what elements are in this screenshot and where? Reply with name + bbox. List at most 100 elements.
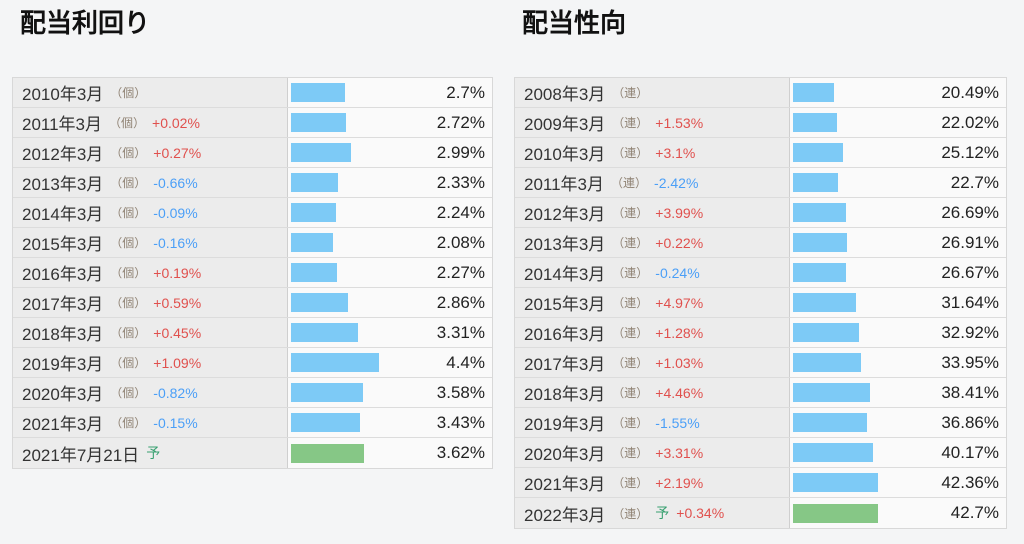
row-change: +0.34% xyxy=(676,505,725,521)
value-bar xyxy=(793,443,874,462)
row-date: 2021年3月 xyxy=(22,415,104,434)
row-period-tag: （連） xyxy=(611,176,648,190)
row-bar-cell: 40.17% xyxy=(790,438,1006,467)
row-label-cell: 2011年3月 （連） -2.42% xyxy=(515,168,790,197)
row-change: +2.19% xyxy=(655,474,704,491)
row-date: 2010年3月 xyxy=(524,145,606,164)
row-change: +0.22% xyxy=(655,234,704,251)
row-date: 2019年3月 xyxy=(524,415,606,434)
row-bar-cell: 26.91% xyxy=(790,228,1006,257)
row-label-cell: 2020年3月 （個） -0.82% xyxy=(13,378,288,407)
row-period-tag: （連） xyxy=(612,356,649,370)
row-change: +0.27% xyxy=(153,144,202,161)
row-value: 3.58% xyxy=(436,382,485,402)
row-value: 3.62% xyxy=(436,443,485,462)
row-label-cell: 2016年3月 （個） +0.19% xyxy=(13,258,288,287)
row-bar-cell: 3.62% xyxy=(288,438,492,468)
value-bar xyxy=(793,203,847,222)
table-row: 2020年3月 （連） +3.31% 40.17% xyxy=(515,438,1006,468)
row-label-cell: 2018年3月 （連） +4.46% xyxy=(515,378,790,407)
row-bar-cell: 2.86% xyxy=(288,288,492,317)
chart-section: 配当性向 2008年3月 （連） 20.49% 2009年3月 （連） +1.5… xyxy=(514,6,1007,529)
value-bar xyxy=(793,173,839,192)
row-date: 2012年3月 xyxy=(22,145,104,164)
row-date: 2016年3月 xyxy=(22,265,104,284)
table-row: 2019年3月 （連） -1.55% 36.86% xyxy=(515,408,1006,438)
row-label-cell: 2019年3月 （個） +1.09% xyxy=(13,348,288,377)
row-change: +1.53% xyxy=(655,114,704,131)
row-bar-cell: 3.31% xyxy=(288,318,492,347)
row-bar-cell: 4.4% xyxy=(288,348,492,377)
row-value: 2.7% xyxy=(446,82,485,102)
row-period-tag: （連） xyxy=(612,416,649,430)
row-label-cell: 2012年3月 （個） +0.27% xyxy=(13,138,288,167)
row-date: 2017年3月 xyxy=(524,355,606,374)
row-period-tag: （連） xyxy=(612,146,649,160)
row-date: 2020年3月 xyxy=(22,385,104,404)
value-bar xyxy=(291,443,364,463)
row-date: 2021年7月21日 xyxy=(22,445,140,465)
table-row: 2017年3月 （個） +0.59% 2.86% xyxy=(13,288,492,318)
row-change: +3.31% xyxy=(655,444,704,461)
chart-table: 2010年3月 （個） 2.7% 2011年3月 （個） +0.02% 2.72… xyxy=(12,77,493,469)
table-row: 2015年3月 （連） +4.97% 31.64% xyxy=(515,288,1006,318)
row-value: 4.4% xyxy=(446,352,485,372)
row-change: +3.1% xyxy=(655,144,696,161)
row-date: 2013年3月 xyxy=(524,235,606,254)
value-bar xyxy=(291,413,360,432)
value-bar xyxy=(793,293,857,312)
table-row: 2022年3月 （連） 予 +0.34% 42.7% xyxy=(515,498,1006,528)
row-period-tag: （連） xyxy=(612,236,649,250)
row-label-cell: 2015年3月 （連） +4.97% xyxy=(515,288,790,317)
value-bar xyxy=(291,263,337,282)
row-change: +1.03% xyxy=(655,354,704,371)
value-bar xyxy=(793,233,847,252)
row-value: 42.36% xyxy=(941,472,999,492)
row-value: 38.41% xyxy=(941,382,999,402)
value-bar xyxy=(291,143,352,162)
row-date: 2014年3月 xyxy=(524,265,606,284)
row-label-cell: 2013年3月 （個） -0.66% xyxy=(13,168,288,197)
row-date: 2020年3月 xyxy=(524,445,606,464)
row-change: +0.45% xyxy=(153,324,202,341)
row-bar-cell: 32.92% xyxy=(790,318,1006,347)
row-period-tag: （個） xyxy=(109,116,146,130)
row-value: 31.64% xyxy=(941,292,999,312)
row-value: 36.86% xyxy=(941,412,999,432)
row-bar-cell: 31.64% xyxy=(790,288,1006,317)
row-bar-cell: 42.36% xyxy=(790,468,1006,497)
row-value: 26.69% xyxy=(941,202,999,222)
row-period-tag: （個） xyxy=(110,356,147,370)
row-change: +0.59% xyxy=(153,294,202,311)
row-change: +3.99% xyxy=(655,204,704,221)
row-period-tag: （個） xyxy=(110,236,147,250)
row-value: 22.7% xyxy=(950,172,999,192)
row-bar-cell: 26.67% xyxy=(790,258,1006,287)
row-label-cell: 2020年3月 （連） +3.31% xyxy=(515,438,790,467)
table-row: 2014年3月 （個） -0.09% 2.24% xyxy=(13,198,492,228)
row-value: 22.02% xyxy=(941,112,999,132)
row-date: 2011年3月 xyxy=(22,115,103,134)
row-period-tag: （連） xyxy=(612,446,649,460)
row-label-cell: 2022年3月 （連） 予 +0.34% xyxy=(515,498,790,528)
chart-table: 2008年3月 （連） 20.49% 2009年3月 （連） +1.53% 22… xyxy=(514,77,1007,529)
value-bar xyxy=(793,263,847,282)
table-row: 2021年7月21日 予 3.62% xyxy=(13,438,492,468)
row-value: 3.31% xyxy=(436,322,485,342)
row-date: 2018年3月 xyxy=(524,385,606,404)
chart-section: 配当利回り 2010年3月 （個） 2.7% 2011年3月 （個） +0.02… xyxy=(12,6,493,529)
row-period-tag: （連） xyxy=(612,506,649,521)
row-change: +0.02% xyxy=(152,114,200,131)
row-date: 2008年3月 xyxy=(524,85,606,104)
row-date: 2010年3月 xyxy=(22,85,104,104)
row-change: -0.82% xyxy=(153,384,198,401)
row-value: 2.27% xyxy=(436,262,485,282)
row-value: 2.08% xyxy=(436,232,485,252)
tables-region: 配当利回り 2010年3月 （個） 2.7% 2011年3月 （個） +0.02… xyxy=(12,6,1007,529)
row-date: 2018年3月 xyxy=(22,325,104,344)
row-label-cell: 2014年3月 （連） -0.24% xyxy=(515,258,790,287)
row-label-cell: 2017年3月 （個） +0.59% xyxy=(13,288,288,317)
row-value: 42.7% xyxy=(950,503,999,522)
row-period-tag: （個） xyxy=(110,146,147,160)
row-bar-cell: 3.43% xyxy=(288,408,492,437)
